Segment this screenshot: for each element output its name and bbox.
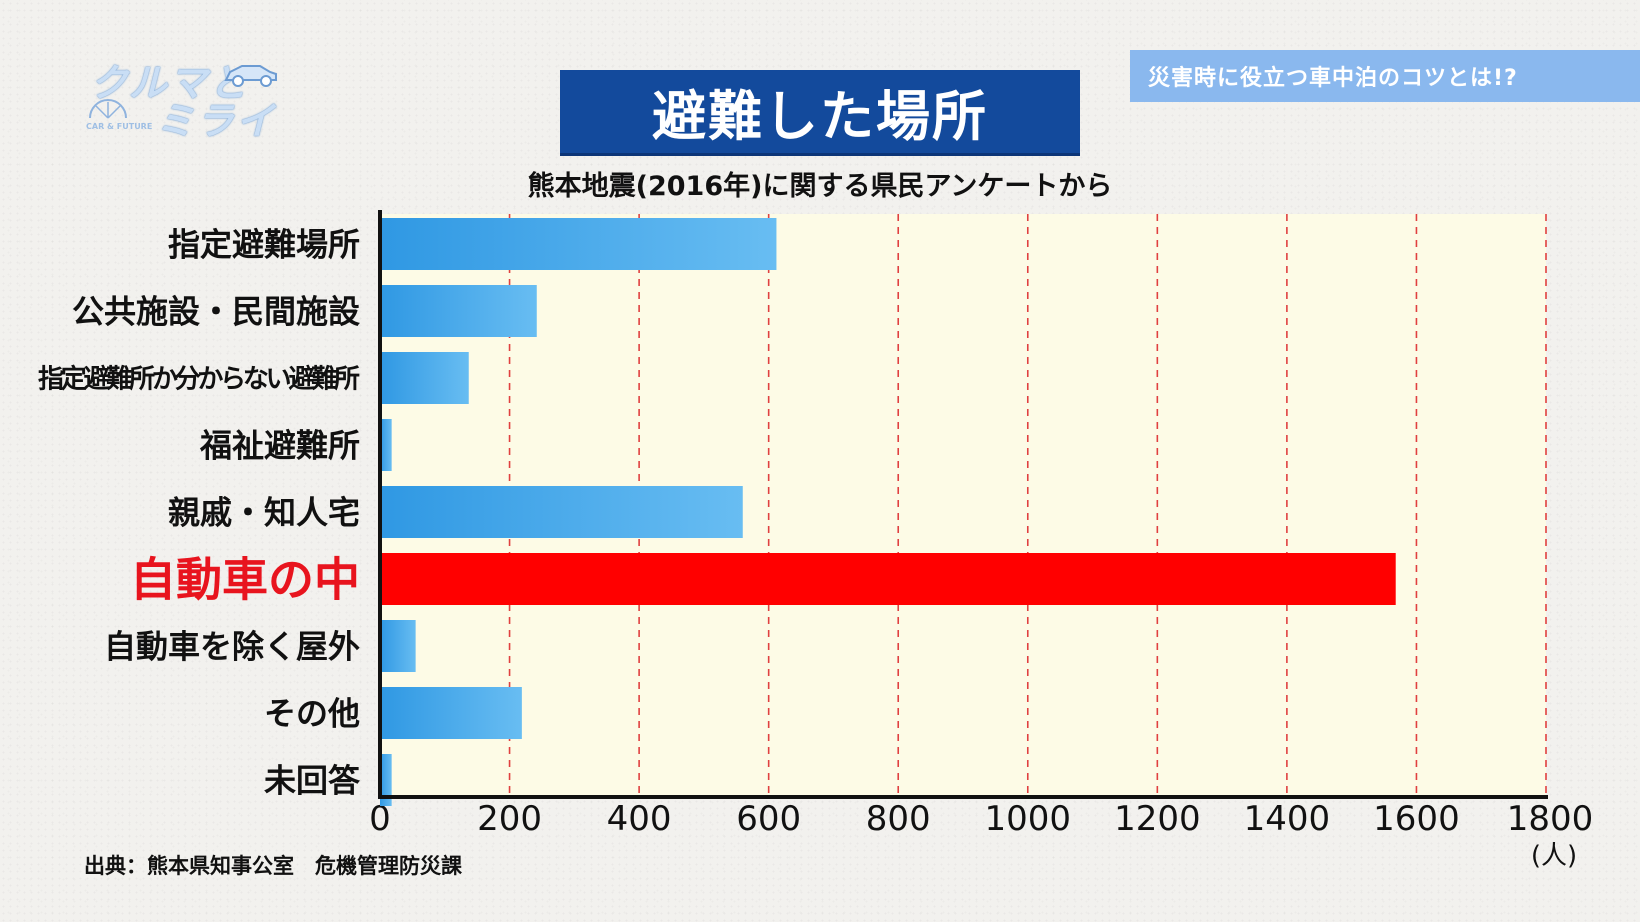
- bar: [380, 285, 537, 337]
- logo-small-text: CAR & FUTURE: [86, 122, 153, 131]
- wheel-icon: [89, 99, 127, 119]
- bar: [380, 754, 392, 806]
- bar: [380, 352, 469, 404]
- bar: [380, 620, 416, 672]
- car-icon: [224, 65, 277, 87]
- x-tick-label: 1200: [1114, 799, 1201, 839]
- category-label: 公共施設・民間施設: [72, 293, 360, 331]
- bar: [380, 687, 522, 739]
- bar: [380, 419, 392, 471]
- x-tick-label: 200: [477, 799, 542, 839]
- show-logo: クルマと ミライ CAR & FUTURE: [86, 50, 296, 143]
- category-label: 未回答: [264, 762, 361, 800]
- bar: [380, 218, 777, 270]
- category-label: 自動車を除く屋外: [104, 628, 360, 666]
- category-label: 福祉避難所: [199, 427, 360, 465]
- source-note: 出典：熊本県知事公室 危機管理防災課: [84, 854, 462, 878]
- chart-title: 避難した場所: [560, 70, 1080, 156]
- category-label: 自動車の中: [130, 553, 360, 607]
- x-tick-label: 800: [866, 799, 931, 839]
- x-tick-label: 0: [369, 799, 391, 839]
- chart-subtitle: 熊本地震(2016年)に関する県民アンケートから: [527, 171, 1113, 202]
- category-label: 指定避難場所: [168, 226, 360, 264]
- x-unit-label: (人): [1531, 841, 1577, 871]
- x-tick-label: 1800: [1507, 799, 1594, 839]
- logo-line2: ミライ: [156, 99, 277, 143]
- x-tick-label: 400: [607, 799, 672, 839]
- logo-line1: クルマと: [90, 61, 249, 105]
- category-label: その他: [264, 695, 360, 733]
- x-tick-label: 1400: [1244, 799, 1331, 839]
- x-tick-label: 1000: [985, 799, 1072, 839]
- topic-banner: 災害時に役立つ車中泊のコツとは!?: [1130, 50, 1640, 102]
- x-tick-label: 600: [736, 799, 801, 839]
- category-label: 親戚・知人宅: [168, 494, 360, 532]
- x-tick-label: 1600: [1373, 799, 1460, 839]
- bar: [380, 553, 1396, 605]
- category-label: 指定避難所か分からない避難所: [38, 363, 360, 394]
- bar: [380, 486, 743, 538]
